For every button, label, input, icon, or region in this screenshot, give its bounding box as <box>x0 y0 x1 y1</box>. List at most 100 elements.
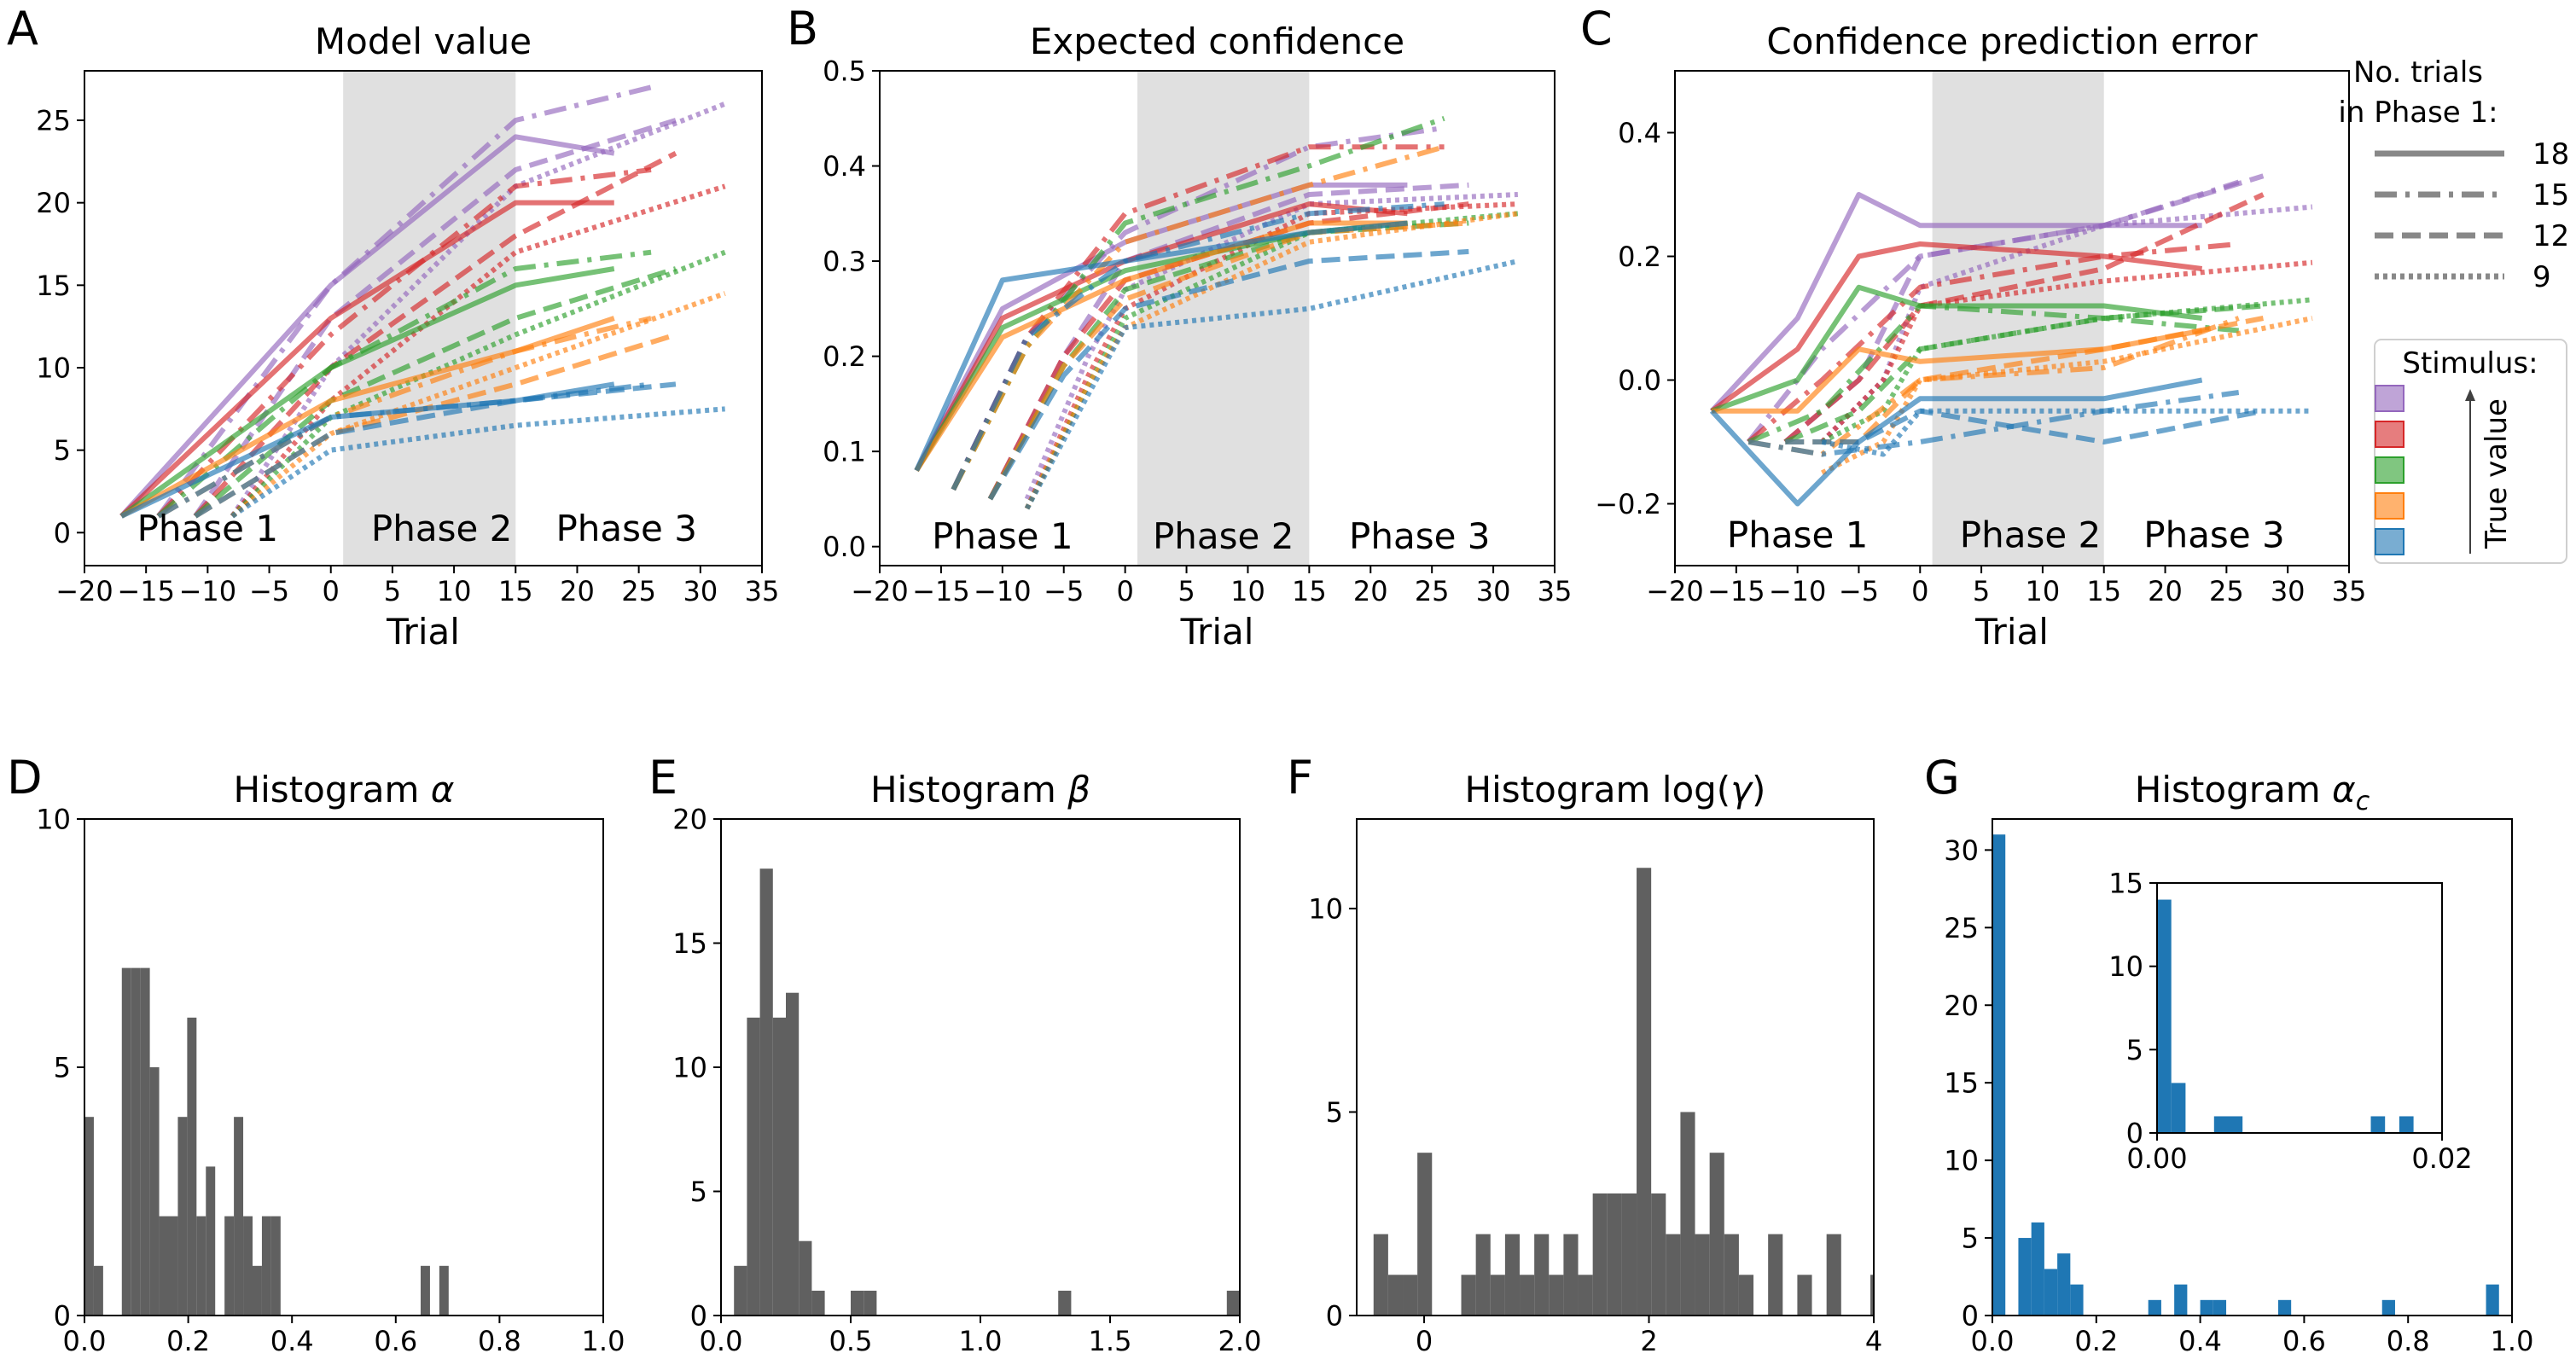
panel-G-y-tick-label: 0 <box>1962 1300 1979 1333</box>
legend-trials-18-label: 18 <box>2532 137 2569 171</box>
panel-G-bar <box>2057 1253 2071 1316</box>
panel-G-axes-frame <box>1992 818 2513 1316</box>
panel-G-inset-axes-frame <box>2156 882 2443 1134</box>
panel-D-bar <box>159 1216 169 1316</box>
panel-D-bar <box>177 1117 188 1316</box>
panel-E-bar <box>772 1017 786 1316</box>
panel-F-bar <box>1373 1234 1388 1316</box>
panel-G-inset: 0.00 0.02 0 5 10 15 <box>2108 868 2472 1175</box>
panel-E-x-tick-label: 1.0 <box>959 1325 1003 1357</box>
panel-C-title: Confidence prediction error <box>1766 20 2258 62</box>
panel-C-x-axis-label: Trial <box>1974 611 2049 653</box>
panel-D-bar <box>131 967 141 1316</box>
panel-F-bar <box>1549 1275 1564 1316</box>
panel-B-x-tick-label: 15 <box>1292 575 1327 607</box>
panel-A-phase-label: Phase 2 <box>371 508 512 549</box>
panel-E-bar <box>1058 1290 1072 1316</box>
panel-C-x-tick-label: 0 <box>1911 575 1928 607</box>
legend-trials-12-label: 12 <box>2532 219 2569 253</box>
panel-D-bar <box>420 1265 430 1316</box>
panel-F-bar <box>1724 1234 1739 1316</box>
panel-G-bar <box>2044 1269 2058 1316</box>
panel-F-bar <box>1637 868 1652 1316</box>
panel-G-bar <box>2070 1284 2084 1316</box>
panel-F-bar <box>1520 1275 1535 1316</box>
panel-A-phase-label: Phase 3 <box>555 508 696 549</box>
panel-E-y-tick-label: 15 <box>672 927 707 960</box>
panel-E-title-symbol: β <box>1067 769 1090 810</box>
panel-A-series-red-dotted <box>230 183 726 518</box>
panel-B-x-tick-label: 25 <box>1415 575 1450 607</box>
panel-A-x-tick-label: 35 <box>745 575 780 607</box>
panel-G-bar <box>2174 1284 2188 1316</box>
panel-G-x-tick-label: 0.6 <box>2282 1325 2326 1357</box>
panel-B-y-tick-label: 0.5 <box>823 55 866 88</box>
panel-G-x-tick-label: 0.4 <box>2178 1325 2222 1357</box>
panel-C-series-green-dashdot <box>1747 303 2240 444</box>
panel-E-bar <box>811 1290 825 1316</box>
panel-C-series-blue-solid <box>1709 377 2203 507</box>
panel-A-phase-label: Phase 1 <box>137 508 278 549</box>
panel-C-x-tick-label: −10 <box>1769 575 1827 607</box>
panel-C: Phase 1 Phase 2 Phase 3 −20 −15 −10 −5 0 5 10 15 20… <box>1580 2 2366 653</box>
panel-G-bar <box>2213 1299 2227 1316</box>
panel-A-x-tick-label: 0 <box>323 575 340 607</box>
panel-A-x-tick-label: −10 <box>179 575 237 607</box>
panel-D-title: Histogram α <box>234 769 455 810</box>
panel-E-bar <box>759 868 773 1316</box>
panel-F-x-tick-label: 2 <box>1640 1325 1657 1357</box>
panel-A-y-tick-label: 15 <box>36 270 71 302</box>
panel-F-bar <box>1738 1275 1754 1316</box>
panel-D-x-tick-label: 1.0 <box>582 1325 625 1357</box>
panel-F-bar <box>1417 1153 1433 1316</box>
panel-D-bar <box>168 1216 178 1316</box>
panel-B-series-purple-dashdot <box>951 125 1445 491</box>
panel-G-inset-bar <box>2171 1083 2186 1133</box>
panel-A-phase2-shade <box>343 71 516 566</box>
panel-D-letter: D <box>7 751 43 804</box>
panel-C-x-tick-label: 20 <box>2148 575 2183 607</box>
legend-stimulus-swatch-red <box>2375 421 2404 448</box>
panel-F-bars-group <box>1373 868 1874 1316</box>
panel-A-series-red-dashed <box>193 150 677 519</box>
panel-G-y-tick-label: 30 <box>1944 834 1979 867</box>
panel-G-y-tick-label: 15 <box>1944 1067 1979 1100</box>
panel-D-title-symbol: α <box>431 769 455 810</box>
panel-E-bar <box>747 1017 760 1316</box>
legend-trials-15-label: 15 <box>2532 178 2569 212</box>
panel-A-series-green-solid <box>119 266 615 519</box>
panel-A-series-purple-solid <box>119 134 615 519</box>
panel-D-x-tick-label: 0.0 <box>63 1325 107 1357</box>
panel-C-x-tick-label: 35 <box>2332 575 2367 607</box>
panel-A-x-tick-label: 15 <box>498 575 533 607</box>
panel-C-series-green-dotted <box>1821 297 2313 444</box>
panel-B-x-tick-label: −5 <box>1044 575 1084 607</box>
panel-F-title-text: Histogram log( <box>1465 769 1731 810</box>
panel-G-inset-y-tick-label: 5 <box>2126 1034 2143 1066</box>
panel-F-x-tick-label: 0 <box>1416 1325 1433 1357</box>
panel-C-series-blue-dashed <box>1785 408 2265 444</box>
legend-trials-title-2: in Phase 1: <box>2338 96 2497 130</box>
panel-E-bar <box>786 992 800 1316</box>
panel-E-bar <box>851 1290 864 1316</box>
legend-trials-9-label: 9 <box>2532 260 2551 294</box>
panel-G-y-tick-label: 20 <box>1944 990 1979 1022</box>
panel-D-bar <box>261 1216 271 1316</box>
panel-F-bar <box>1504 1234 1521 1316</box>
panel-E-bar <box>1226 1290 1240 1316</box>
panel-D-y-tick-label: 0 <box>54 1300 71 1333</box>
panel-E-bars-group <box>734 868 1240 1316</box>
panel-A-y-tick-label: 20 <box>36 187 71 219</box>
panel-A-x-tick-label: 30 <box>683 575 718 607</box>
panel-C-x-tick-label: 25 <box>2209 575 2244 607</box>
panel-A-letter: A <box>7 2 38 55</box>
panel-E-bar <box>864 1290 877 1316</box>
panel-D: 0.0 0.2 0.4 0.6 0.8 1.0 0 5 10 Histogram α D <box>7 751 625 1357</box>
panel-B-series-purple-solid <box>914 182 1408 472</box>
panel-E-y-tick-label: 5 <box>690 1176 707 1208</box>
panel-G-x-tick-label: 0.2 <box>2074 1325 2118 1357</box>
panel-C-y-tick-label: 0.2 <box>1618 241 1661 273</box>
panel-B-x-tick-label: 30 <box>1476 575 1511 607</box>
panel-E-bar <box>799 1240 812 1316</box>
